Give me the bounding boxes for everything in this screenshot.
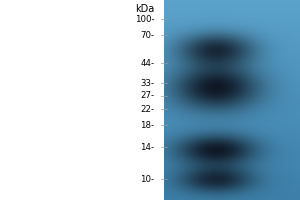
Text: kDa: kDa bbox=[135, 4, 154, 14]
Text: 18-: 18- bbox=[140, 120, 154, 130]
Text: 100-: 100- bbox=[135, 15, 154, 23]
Text: 44-: 44- bbox=[140, 58, 154, 68]
Text: 70-: 70- bbox=[140, 30, 154, 40]
Text: 22-: 22- bbox=[140, 105, 154, 114]
Bar bbox=[164, 0, 300, 200]
Text: 33-: 33- bbox=[140, 78, 154, 88]
Text: 27-: 27- bbox=[140, 92, 154, 100]
Text: 14-: 14- bbox=[140, 142, 154, 152]
Text: 10-: 10- bbox=[140, 174, 154, 184]
